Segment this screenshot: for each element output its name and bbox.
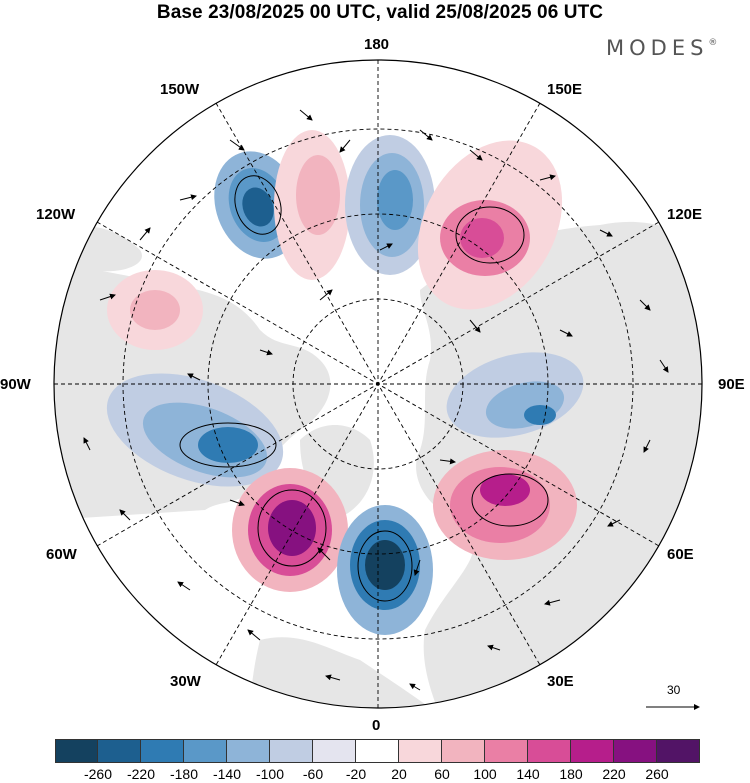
lon-label-60w: 60W: [46, 546, 77, 563]
lon-label-180: 180: [364, 36, 390, 53]
reference-vector-label: 30: [667, 683, 681, 697]
lon-label-150e: 150E: [547, 81, 583, 98]
colorbar-segment: [270, 739, 313, 763]
colorbar-tick-label: 20: [391, 766, 407, 782]
colorbar-segment: [98, 739, 141, 763]
lon-label-0: 0: [372, 717, 381, 734]
lon-label-90e: 90E: [718, 376, 745, 393]
colorbar-tick-label: -140: [212, 766, 242, 782]
colorbar-segment: [657, 739, 700, 763]
colorbar-tick-label: -60: [302, 766, 324, 782]
colorbar-segment: [485, 739, 528, 763]
map-title: Base 23/08/2025 00 UTC, valid 25/08/2025…: [156, 2, 604, 23]
modes-logo: MODES®: [606, 36, 717, 60]
colorbar-segment: [141, 739, 184, 763]
lon-label-120w: 120W: [36, 206, 76, 223]
colorbar-tick-label: -180: [169, 766, 199, 782]
africa-europe-land: [250, 637, 440, 708]
lon-label-150w: 150W: [160, 81, 200, 98]
colorbar-tick-label: 220: [602, 766, 626, 782]
colorbar-segment: [227, 739, 270, 763]
colorbar-tick-label: 260: [645, 766, 669, 782]
colorbar-tick-label: -260: [83, 766, 113, 782]
contour-layer: [179, 175, 549, 602]
colorbar-segment: [399, 739, 442, 763]
brand-text: MODES: [606, 36, 709, 60]
anomaly-shading: [106, 130, 584, 635]
lon-label-30w: 30W: [170, 673, 201, 690]
lon-label-60e: 60E: [667, 546, 694, 563]
colorbar-segment: [313, 739, 356, 763]
colorbar-tick-label: -20: [345, 766, 367, 782]
colorbar-segment: [614, 739, 657, 763]
colorbar-segment: [184, 739, 227, 763]
colorbar-frame: [55, 739, 700, 763]
lon-label-30e: 30E: [547, 673, 574, 690]
registered-mark: ®: [708, 38, 718, 48]
colorbar: [55, 739, 700, 763]
colorbar-segment: [571, 739, 614, 763]
map-border: [53, 59, 703, 709]
colorbar-tick-label: 100: [473, 766, 497, 782]
colorbar-segment: [356, 739, 399, 763]
colorbar-tick-label: 60: [434, 766, 450, 782]
lon-label-90w: 90W: [0, 376, 31, 393]
lon-label-120e: 120E: [667, 206, 703, 223]
colorbar-tick-label: -220: [126, 766, 156, 782]
colorbar-segment: [442, 739, 485, 763]
colorbar-segment: [55, 739, 98, 763]
colorbar-tick-label: 140: [516, 766, 540, 782]
colorbar-segment: [528, 739, 571, 763]
wind-vectors: [83, 109, 669, 691]
colorbar-tick-label: -100: [255, 766, 285, 782]
graticule: [54, 60, 702, 708]
colorbar-tick-label: 180: [559, 766, 583, 782]
